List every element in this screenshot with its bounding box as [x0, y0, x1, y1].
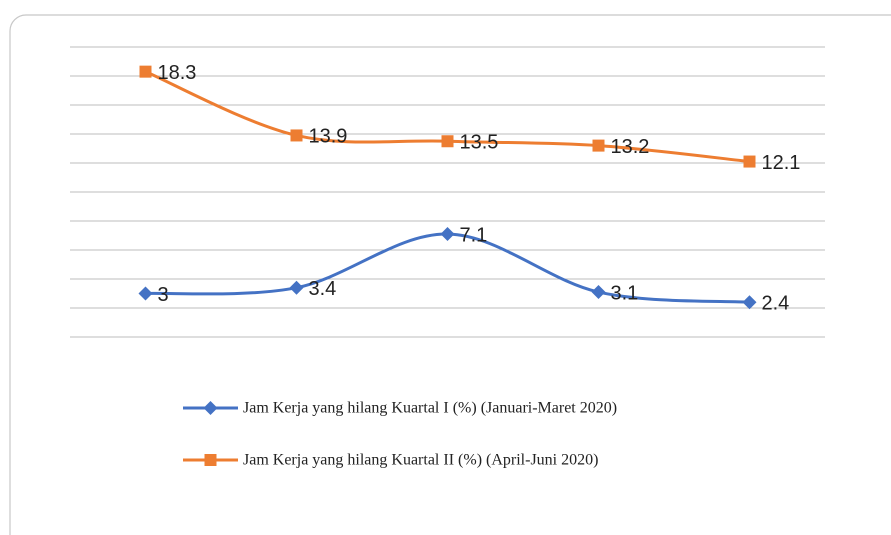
- legend-marker: [203, 401, 218, 415]
- legend-label: Jam Kerja yang hilang Kuartal II (%) (Ap…: [243, 452, 598, 469]
- data-label: 3: [158, 284, 169, 306]
- marker: [289, 280, 304, 295]
- marker: [139, 65, 152, 78]
- marker: [290, 129, 303, 142]
- data-label: 13.5: [460, 132, 499, 154]
- marker: [440, 227, 455, 242]
- data-label: 3.4: [309, 278, 337, 300]
- chart-frame: [9, 14, 891, 535]
- marker: [742, 295, 757, 310]
- legend-marker: [204, 454, 217, 466]
- marker: [591, 285, 606, 300]
- data-label: 13.9: [309, 126, 348, 148]
- data-label: 7.1: [460, 224, 488, 246]
- marker: [592, 139, 605, 152]
- marker: [743, 155, 756, 168]
- data-label: 18.3: [158, 62, 197, 84]
- legend-label: Jam Kerja yang hilang Kuartal I (%) (Jan…: [243, 400, 617, 417]
- data-label: 13.2: [611, 136, 650, 158]
- data-label: 3.1: [611, 282, 639, 304]
- data-label: 12.1: [762, 152, 801, 174]
- marker: [441, 135, 454, 148]
- data-label: 2.4: [762, 292, 790, 314]
- marker: [138, 286, 153, 301]
